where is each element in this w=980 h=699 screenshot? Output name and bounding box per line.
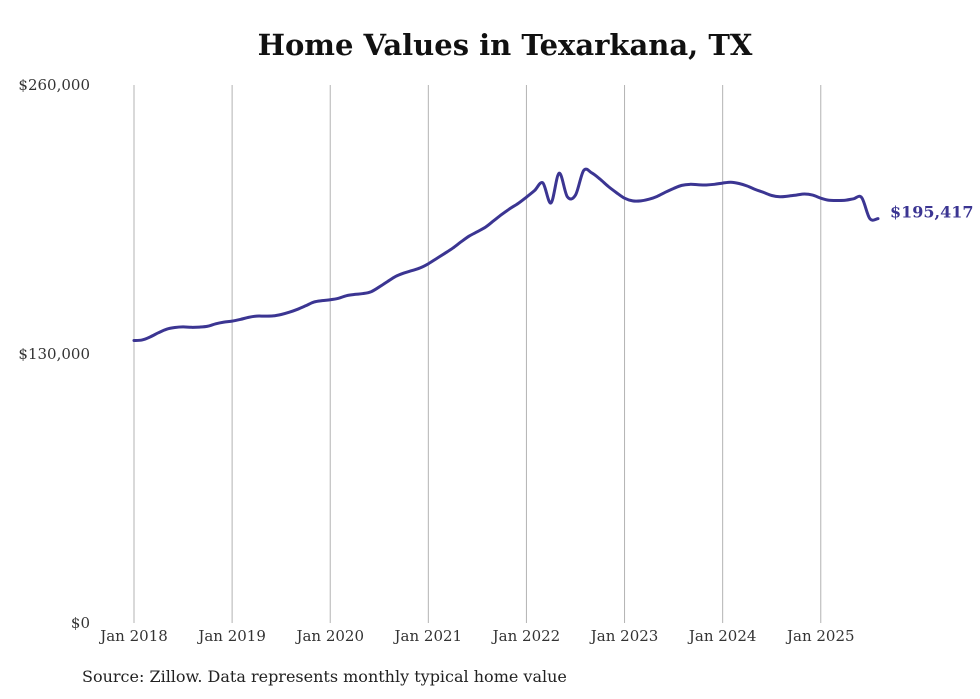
- x-tick-label: Jan 2021: [393, 627, 463, 645]
- x-tick-label: Jan 2025: [785, 627, 855, 645]
- y-tick-label: $0: [71, 614, 90, 632]
- x-tick-label: Jan 2019: [196, 627, 266, 645]
- y-tick-label: $260,000: [18, 76, 90, 94]
- source-note: Source: Zillow. Data represents monthly …: [82, 667, 567, 686]
- y-tick-label: $130,000: [18, 345, 90, 363]
- x-axis-ticks: Jan 2018 Jan 2019 Jan 2020 Jan 2021 Jan 2022…: [98, 627, 854, 645]
- x-tick-label: Jan 2022: [491, 627, 561, 645]
- y-axis-ticks: $0 $130,000 $260,000: [18, 76, 90, 632]
- series-lines: [132, 167, 880, 343]
- x-tick-label: Jan 2020: [294, 627, 364, 645]
- chart-title: Home Values in Texarkana, TX: [257, 28, 753, 62]
- series-line: [132, 167, 880, 343]
- x-tick-label: Jan 2018: [98, 627, 168, 645]
- end-labels: $195,417: [890, 203, 974, 222]
- x-tick-label: Jan 2024: [687, 627, 757, 645]
- gridlines: [133, 85, 822, 623]
- series-end-label: $195,417: [890, 203, 974, 222]
- x-tick-label: Jan 2023: [589, 627, 659, 645]
